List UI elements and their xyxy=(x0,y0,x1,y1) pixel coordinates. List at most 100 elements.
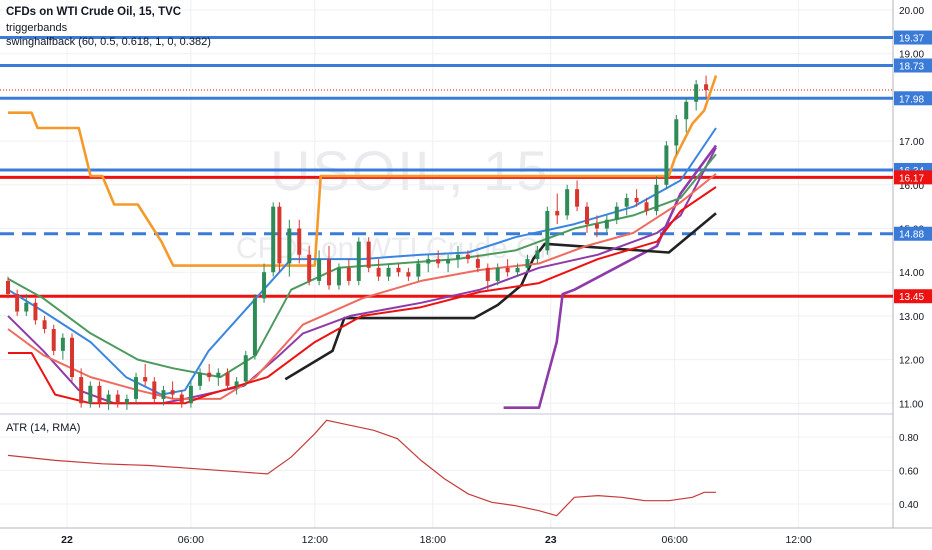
atr-tick-label: 0.80 xyxy=(899,433,919,444)
candle-body xyxy=(654,184,659,212)
price-level-badge xyxy=(894,289,932,304)
candle-body xyxy=(604,219,609,229)
price-tick-label: 14.00 xyxy=(899,268,924,279)
candle-body xyxy=(475,259,480,268)
candle-body xyxy=(426,259,431,264)
atr-tick-label: 0.60 xyxy=(899,467,919,478)
candle-body xyxy=(674,119,679,146)
pane-separator xyxy=(0,413,893,415)
candle-body xyxy=(505,267,510,273)
candle-body xyxy=(161,390,166,399)
candle-body xyxy=(406,272,411,277)
price-tick-label: 11.00 xyxy=(899,399,924,410)
indicator-line-1 xyxy=(8,75,718,267)
time-tick-label: 22 xyxy=(61,534,73,546)
candle-body xyxy=(624,197,629,207)
candle-body xyxy=(515,267,520,273)
atr-line xyxy=(7,419,716,517)
candle-body xyxy=(70,337,75,378)
price-level-badge xyxy=(894,30,932,45)
price-level-label: 19.37 xyxy=(899,34,924,45)
candle-body xyxy=(33,302,38,321)
candle-body xyxy=(535,250,540,260)
candle-body xyxy=(252,298,257,356)
price-tick-label: 20.00 xyxy=(899,6,924,17)
chart-title: CFDs on WTI Crude Oil, 15, TVC xyxy=(6,6,182,18)
atr-label: ATR (14, RMA) xyxy=(6,422,81,434)
indicator-line-5 xyxy=(7,153,717,379)
price-level-badge xyxy=(894,91,932,106)
indicator-line-7 xyxy=(7,173,717,400)
candle-body xyxy=(356,241,361,281)
candle-body xyxy=(179,394,184,404)
price-tick-label: 17.00 xyxy=(899,137,924,148)
candle-body xyxy=(24,302,29,312)
time-tick-label: 18:00 xyxy=(420,534,446,546)
candle-body xyxy=(555,211,560,216)
candle-body xyxy=(106,394,111,404)
candle-body xyxy=(416,263,421,277)
candle-body xyxy=(456,254,461,260)
time-tick-label: 06:00 xyxy=(662,534,688,546)
candle-body xyxy=(684,101,689,120)
price-level-label: 17.98 xyxy=(899,94,924,105)
candle-body xyxy=(465,254,470,260)
atr-tick-label: 0.40 xyxy=(899,500,919,511)
candle-body xyxy=(97,385,102,404)
price-tick-label: 13.00 xyxy=(899,312,924,323)
time-tick-label: 12:00 xyxy=(302,534,328,546)
candle-body xyxy=(594,224,599,229)
candle-body xyxy=(664,145,669,185)
candle-body xyxy=(287,228,292,264)
candle-body xyxy=(207,372,212,378)
candle-body xyxy=(15,294,20,312)
candle-body xyxy=(115,394,120,404)
candle-body xyxy=(366,241,371,268)
candle-body xyxy=(124,398,129,404)
time-tick-label: 23 xyxy=(545,534,557,546)
price-tick-label: 16.00 xyxy=(899,181,924,192)
price-level-label: 18.73 xyxy=(899,61,924,72)
indicator-line-6 xyxy=(7,127,717,396)
main-pane xyxy=(0,36,893,410)
candle-body xyxy=(143,377,148,382)
candle-body xyxy=(262,272,267,299)
indicator-triggerbands-label: triggerbands xyxy=(6,22,68,34)
candle-body xyxy=(243,355,248,382)
candle-body xyxy=(446,259,451,264)
price-level-badge xyxy=(894,58,932,73)
candle-body xyxy=(346,267,351,281)
candle-body xyxy=(396,267,401,273)
price-level-badge xyxy=(894,170,932,185)
candle-body xyxy=(644,202,649,212)
candle-body xyxy=(495,267,500,281)
candle-body xyxy=(485,267,490,281)
time-tick-label: 12:00 xyxy=(785,534,811,546)
indicator-line-8 xyxy=(8,186,717,405)
candle-body xyxy=(436,259,441,264)
candle-body xyxy=(297,228,302,255)
candle-body xyxy=(565,189,570,216)
time-tick-label: 06:00 xyxy=(178,534,204,546)
candle-body xyxy=(134,377,139,399)
price-level-badge xyxy=(894,226,932,241)
candle-body xyxy=(386,267,391,277)
candle-body xyxy=(327,259,332,286)
candle-body xyxy=(614,206,619,220)
indicator-line-2 xyxy=(503,144,718,409)
price-level-label: 14.88 xyxy=(899,230,924,241)
candle-body xyxy=(188,385,193,404)
candle-body xyxy=(336,267,341,286)
candle-body xyxy=(307,254,312,281)
candle-body xyxy=(170,390,175,395)
candle-body xyxy=(545,211,550,251)
price-tick-label: 12.00 xyxy=(899,356,924,367)
price-level-label: 16.17 xyxy=(899,173,924,184)
candle-body xyxy=(6,280,10,295)
indicator-line-4 xyxy=(7,147,717,405)
candle-body xyxy=(51,329,56,351)
candle-body xyxy=(376,267,381,277)
candle-body xyxy=(704,84,709,90)
candle-body xyxy=(271,206,276,273)
